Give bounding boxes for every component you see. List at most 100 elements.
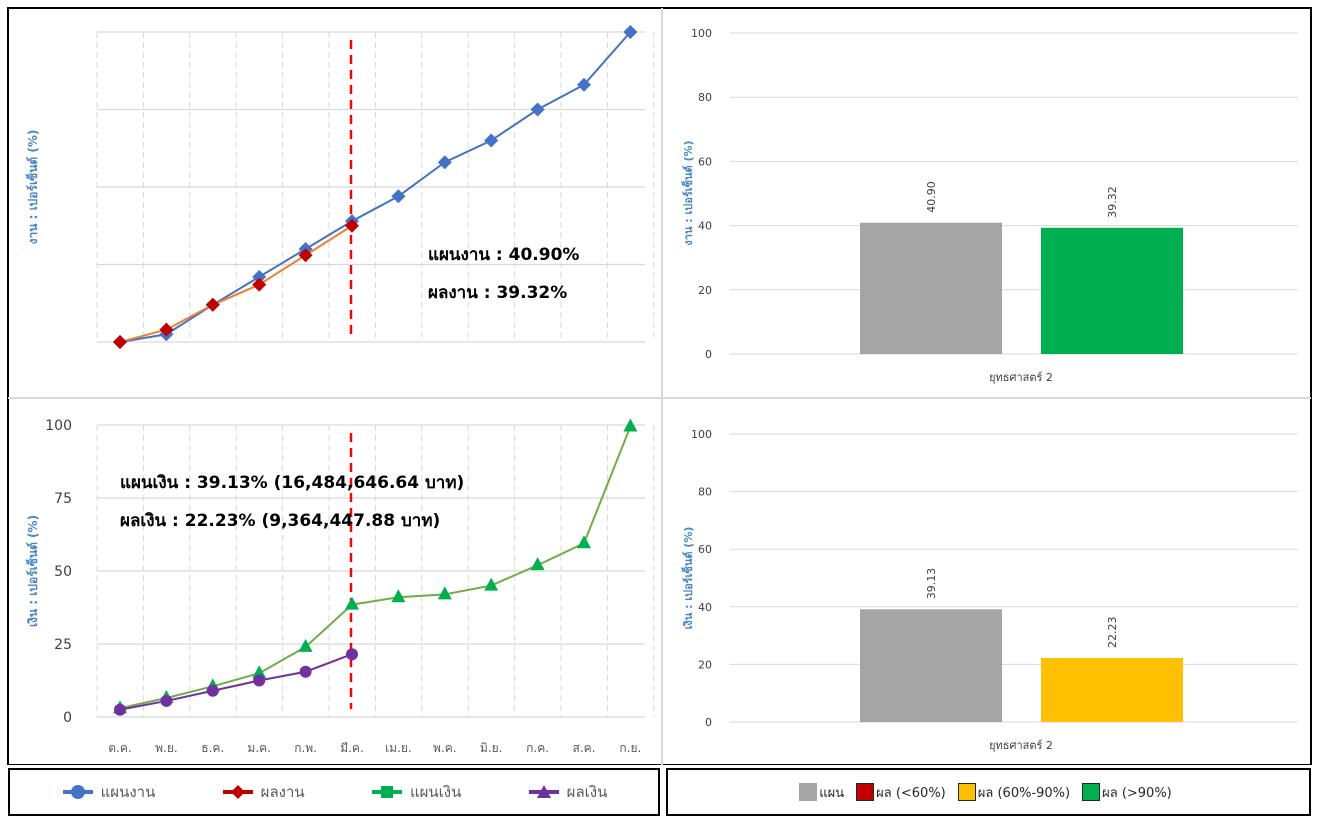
data-point-series-1 [484,577,499,591]
dashboard-charts: งาน : เปอร์เซ็นต์ (%) แผนงาน : 40.90% ผลงา… [7,7,1312,765]
y-tick-label: 40 [698,220,712,233]
series-line-2 [119,224,353,343]
y-tick-label: 60 [698,155,712,168]
legend-label: ผลงาน [260,783,305,801]
data-point-series-2 [159,322,174,337]
y-tick-label: 40 [698,601,712,614]
data-point-series-1 [530,102,545,117]
data-point-series-1 [345,596,359,610]
data-point-series-1 [437,155,452,170]
data-point-series-1 [530,557,545,571]
x-tick-label: เม.ย. [385,741,412,755]
legend-item-line: ผลงาน [221,780,305,804]
x-category-label: ยุทธศาสตร์ 2 [989,371,1053,384]
y-tick-label: 100 [45,418,72,434]
legend-item-bar: ผล (>90%) [1082,782,1172,803]
work-progress-line-chart: งาน : เปอร์เซ็นต์ (%) แผนงาน : 40.90% ผลงา… [25,25,655,349]
data-point-series-2 [205,297,220,312]
y-axis-label: เงิน : เปอร์เซ็นต์ (%) [25,515,40,627]
data-point-series-2 [299,665,312,678]
data-point-series-1 [391,189,406,204]
x-tick-label: ธ.ค. [201,741,224,755]
legend-label: แผน [819,785,845,801]
budget-progress-line-chart: เงิน : เปอร์เซ็นต์ (%) 0 25 50 75 100 ต.ค. พ.ย.… [25,418,655,755]
legend-item-bar: ผล (60%-90%) [957,782,1071,803]
data-point-series-1 [391,589,406,603]
legend-color-swatch [1082,783,1101,801]
data-point-series-2 [206,684,219,697]
x-tick-label: ส.ค. [573,741,596,755]
legend-item-bar: ผล (<60%) [856,782,946,803]
data-point-series-2 [113,335,127,349]
series-line-2 [119,653,353,711]
x-tick-label: ก.ค. [526,741,549,755]
data-point-series-1 [437,586,452,600]
y-axis-label: งาน : เปอร์เซ็นต์ (%) [681,140,695,245]
data-point-series-2 [252,277,267,292]
bar-ผล [1041,227,1183,354]
y-axis-label: เงิน : เปอร์เซ็นต์ (%) [681,527,695,630]
y-axis-label: งาน : เปอร์เซ็นต์ (%) [25,130,40,245]
legend-item-line: แผนงาน [61,780,156,804]
data-point-series-2 [160,694,173,707]
budget-progress-bar-chart: 0 20 40 60 80 100 เงิน : เปอร์เซ็นต์ (%) 39.13 2… [681,428,1298,752]
legend-label: ผลเงิน [566,783,608,801]
legend-label: ผล (>90%) [1102,785,1172,801]
y-tick-label: 0 [63,710,72,726]
legend-label: ผล (60%-90%) [977,785,1071,801]
data-point-series-1 [484,133,499,148]
y-tick-label: 80 [698,91,712,104]
data-point-series-1 [623,25,638,39]
legend-label: แผนเงิน [409,783,462,801]
legend-label: ผล (<60%) [876,785,946,801]
series-line-1 [119,426,632,710]
x-tick-label: ม.ค. [247,741,271,755]
legend-label: แผนงาน [100,783,156,801]
bar-ผล [1041,657,1183,722]
legend-color-swatch [856,783,875,801]
data-point-series-2 [114,703,126,716]
bar-chart-legend: แผน ผล (<60%) ผล (60%-90%) ผล (>90%) [666,768,1311,816]
legend-color-swatch [799,783,818,801]
data-point-series-2 [253,674,266,687]
x-tick-label: ก.พ. [294,741,317,755]
legend-item-line: แผนเงิน [370,780,461,804]
bar-value-label: 39.32 [1106,186,1119,218]
x-tick-label: พ.ย. [155,741,178,755]
data-point-series-1 [623,418,638,432]
data-point-series-1 [577,535,591,549]
data-point-series-1 [252,269,267,284]
y-tick-label: 25 [54,637,72,653]
legend-item-bar: แผน [799,782,844,803]
data-point-series-2 [298,248,313,263]
summary-annotation: แผนเงิน : 39.13% (16,484,646.64 บาท) [120,473,464,493]
legend-item-line: ผลเงิน [527,780,608,804]
line-chart-legend: แผนงาน ผลงาน แผนเงิน ผลเงิน [8,768,660,816]
data-point-series-1 [252,665,267,679]
y-tick-label: 0 [705,348,712,361]
data-point-series-2 [345,218,359,233]
legend-line-swatch [528,785,559,798]
x-tick-label: ต.ค. [108,741,131,755]
legend-line-swatch [222,785,253,799]
bar-value-label: 40.90 [925,181,938,213]
bar-value-label: 22.23 [1106,616,1119,648]
legend-color-swatch [957,783,976,801]
y-tick-label: 60 [698,543,712,556]
x-tick-label: พ.ค. [433,741,457,755]
y-tick-label: 0 [705,716,712,729]
legend-line-swatch [62,785,93,799]
y-tick-label: 100 [691,428,712,441]
data-point-series-2 [346,648,358,661]
summary-annotation: ผลเงิน : 22.23% (9,364,447.88 บาท) [120,511,440,531]
y-tick-label: 50 [54,564,72,580]
x-tick-label: ก.ย. [619,741,641,755]
x-tick-label: มิ.ย. [480,741,503,755]
summary-annotation: ผลงาน : 39.32% [428,283,567,303]
y-tick-label: 20 [698,658,712,671]
y-tick-label: 75 [54,491,72,507]
bar-แผน [860,609,1002,722]
work-progress-bar-chart: 0 20 40 60 80 100 งาน : เปอร์เซ็นต์ (%) 40.90 39… [681,27,1298,384]
x-category-label: ยุทธศาสตร์ 2 [989,739,1053,752]
data-point-series-1 [577,77,591,92]
